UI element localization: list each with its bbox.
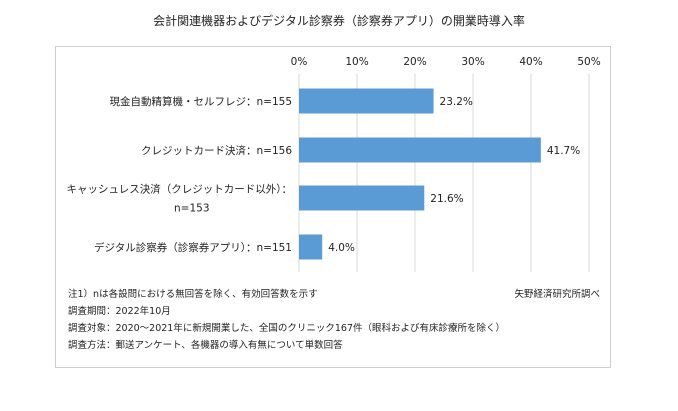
value-label: 23.2% <box>440 96 473 108</box>
tick-label: 50% <box>577 56 600 68</box>
note-2: 調査期間：2022年10月 <box>68 306 171 317</box>
bar <box>299 88 434 114</box>
bar <box>299 185 425 211</box>
category-label: 現金自動精算機・セルフレジ：n=155 <box>110 95 293 108</box>
tick-label: 20% <box>403 56 426 68</box>
category-label: キャッシュレス決済（クレジットカード以外）： <box>66 183 292 196</box>
source-credit: 矢野経済研究所調べ <box>514 289 600 300</box>
note-1: 注1）nは各設問における無回答を除く、有効回答数を示す <box>68 289 318 300</box>
category-label: n=153 <box>174 203 210 215</box>
value-label: 4.0% <box>328 242 355 254</box>
category-label: クレジットカード決済：n=156 <box>141 144 292 157</box>
tick-label: 40% <box>519 56 542 68</box>
value-label: 41.7% <box>547 145 580 157</box>
value-label: 21.6% <box>430 193 463 205</box>
tick-label: 0% <box>291 56 308 68</box>
note-4: 調査方法：郵送アンケート、各機器の導入有無について単数回答 <box>68 340 343 351</box>
bar <box>299 137 541 163</box>
tick-label: 30% <box>461 56 484 68</box>
notes: 注1）nは各設問における無回答を除く、有効回答数を示す 調査期間：2022年10… <box>68 286 608 354</box>
chart-title: 会計関連機器およびデジタル診察券（診察券アプリ）の開業時導入率 <box>153 14 525 28</box>
chart-frame <box>55 46 611 368</box>
tick-label: 10% <box>345 56 368 68</box>
note-3: 調査対象：2020～2021年に新規開業した、全国のクリニック167件（眼科およ… <box>68 323 505 334</box>
bar <box>299 234 323 260</box>
category-label: デジタル診察券（診察券アプリ）：n=151 <box>94 241 292 254</box>
